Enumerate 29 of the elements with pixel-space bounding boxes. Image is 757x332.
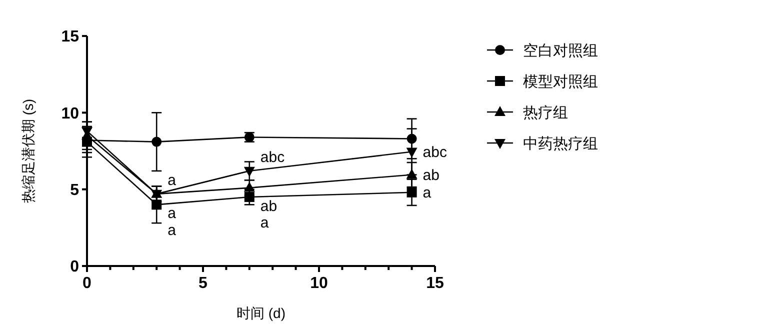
annotation: a — [168, 205, 177, 222]
x-tick-label: 0 — [82, 275, 92, 292]
point — [244, 182, 255, 192]
legend-label: 空白对照组 — [523, 42, 598, 60]
y-tick-label: 15 — [61, 28, 80, 46]
annotation: a — [168, 222, 177, 239]
annotation: a — [168, 172, 177, 190]
y-tick-label: 0 — [70, 258, 80, 276]
legend-label: 热疗组 — [523, 104, 568, 122]
legend-label: 模型对照组 — [523, 73, 598, 90]
y-axis-title: 热缩足潜伏期 (s) — [20, 98, 36, 204]
annotation: abc — [422, 144, 448, 162]
point — [244, 166, 255, 177]
point — [406, 187, 417, 198]
x-axis-title: 时间 (d) — [236, 305, 286, 321]
x-tick-label: 10 — [310, 275, 328, 292]
x-tick-label: 5 — [198, 275, 208, 292]
annotation: a — [422, 184, 432, 202]
point — [152, 136, 162, 147]
annotation: ab — [422, 167, 440, 184]
y-tick-label: 5 — [70, 182, 80, 199]
point — [406, 148, 418, 158]
annotation: a — [260, 214, 270, 232]
x-tick-label: 15 — [426, 275, 444, 292]
legend-label: 中药热疗组 — [523, 135, 598, 152]
annotation: abc — [260, 149, 286, 166]
point — [244, 192, 254, 202]
annotation: ab — [260, 198, 278, 216]
y-tick-label: 10 — [61, 105, 80, 122]
